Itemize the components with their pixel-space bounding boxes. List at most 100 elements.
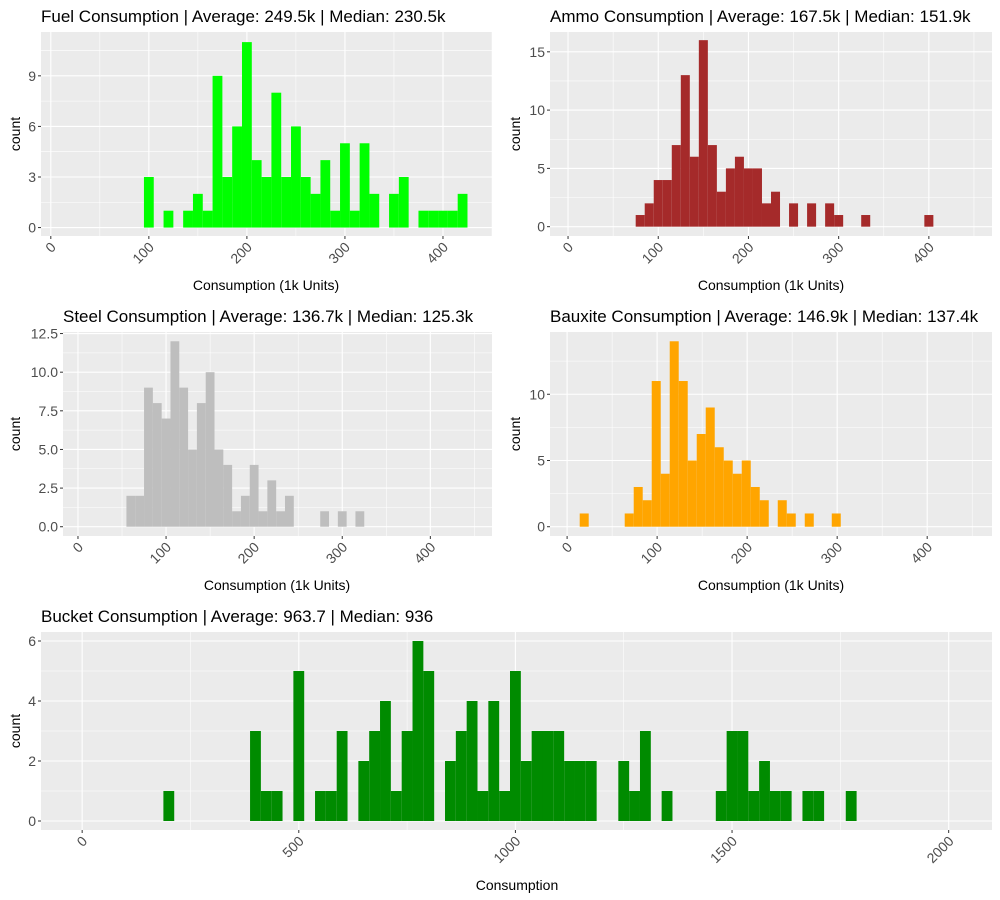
histogram-bar [310,193,321,228]
histogram-bar [725,168,735,227]
x-tick-label: 500 [279,833,307,861]
histogram-bar [723,460,733,527]
x-tick-label: 0 [558,539,575,556]
histogram-bar [585,761,597,821]
y-tick-label: 2 [28,753,36,769]
histogram-bar [639,731,651,821]
panel-steel: 0 100 200 300 400 0.0 2.5 5.0 7.5 10.0 12.5 Steel … [7,307,492,593]
histogram-bar [924,215,934,227]
panel-fuel: 0 100 200 300 400 0 3 6 9 Fuel Consumption | Ave… [7,7,493,293]
histogram-bar [250,731,261,821]
histogram-bar [669,341,679,527]
histogram-bar [642,500,652,527]
x-axis-title: Consumption (1k Units) [204,577,350,593]
histogram-bar [678,381,688,527]
histogram-bar [161,418,171,527]
y-axis-title: count [507,417,523,451]
histogram-bar [423,671,435,821]
histogram-bar [687,460,697,527]
y-tick-label: 6 [28,633,36,649]
y-tick-label: 0 [28,813,36,829]
x-tick-label: 1000 [490,833,523,866]
chart-title: Fuel Consumption | Average: 249.5k | Med… [41,7,446,26]
x-tick-label: 0 [42,239,59,256]
histogram-bar [696,434,706,527]
x-tick-label: 100 [129,239,157,267]
histogram-bar [163,210,174,228]
histogram-bar [428,210,439,228]
x-tick-label: 400 [423,239,451,267]
histogram-bar [633,486,643,527]
y-tick-label: 0 [537,519,545,535]
histogram-bar [732,473,742,527]
y-tick-label: 15 [529,44,545,60]
histogram-bar [813,791,825,821]
histogram-bar [635,215,645,227]
x-tick-label: 2000 [923,833,956,866]
histogram-bar [380,701,391,821]
histogram-bar [192,193,203,228]
histogram-bar [759,500,769,527]
histogram-bar [466,701,478,821]
histogram-bar [222,176,233,228]
histogram-bar [750,486,760,527]
y-tick-label: 7.5 [39,403,59,419]
plot-background [550,332,992,536]
histogram-bar [743,168,753,227]
histogram-bar [183,210,193,228]
histogram-bar [390,791,402,821]
histogram-bar [126,495,136,527]
histogram-bar [438,210,448,228]
histogram-bar [135,495,145,527]
x-tick-label: 200 [234,539,262,567]
chart-title: Bauxite Consumption | Average: 146.9k | … [550,307,979,326]
histogram-bar [260,791,272,821]
histogram-bar [369,193,380,228]
histogram-bar [455,731,467,821]
y-tick-label: 0 [28,220,36,236]
histogram-bar [336,731,348,821]
histogram-bar [564,761,575,821]
histogram-bar [771,191,781,227]
histogram-bar [389,193,399,228]
histogram-bar [457,193,468,228]
histogram-bar [653,180,663,227]
histogram-bar [861,215,871,227]
histogram-bar [761,203,771,227]
histogram-bar [845,791,857,821]
x-tick-label: 400 [909,239,937,267]
histogram-bar [170,341,180,527]
histogram-bar [276,511,285,527]
x-tick-label: 200 [227,239,255,267]
histogram-bar [144,387,153,527]
histogram-bar [401,731,413,821]
histogram-bar [802,791,814,821]
histogram-bar [780,791,792,821]
y-axis-title: count [7,117,23,151]
histogram-bar [261,176,272,228]
histogram-bar [163,791,175,821]
histogram-bar [531,731,543,821]
y-tick-label: 0.0 [39,519,59,535]
y-tick-label: 3 [28,169,36,185]
x-tick-label: 1500 [707,833,740,866]
chart-title: Bucket Consumption | Average: 963.7 | Me… [41,607,433,626]
x-tick-label: 200 [729,239,757,267]
histogram-bar [320,160,331,228]
histogram-bar [241,42,252,228]
histogram-bar [574,761,586,821]
histogram-bar [359,143,370,228]
histogram-bar [240,495,250,527]
chart-title: Ammo Consumption | Average: 167.5k | Med… [550,7,971,26]
y-tick-label: 9 [28,68,36,84]
x-axis-title: Consumption (1k Units) [193,277,339,293]
x-tick-label: 0 [559,239,576,256]
x-axis-title: Consumption (1k Units) [698,577,844,593]
histogram-bar [689,156,699,227]
histogram-bar [714,447,724,527]
histogram-bar [769,791,781,821]
histogram-bar [330,210,341,228]
histogram-bar [786,513,796,527]
histogram-bar [258,511,268,527]
histogram-bar [510,671,521,821]
